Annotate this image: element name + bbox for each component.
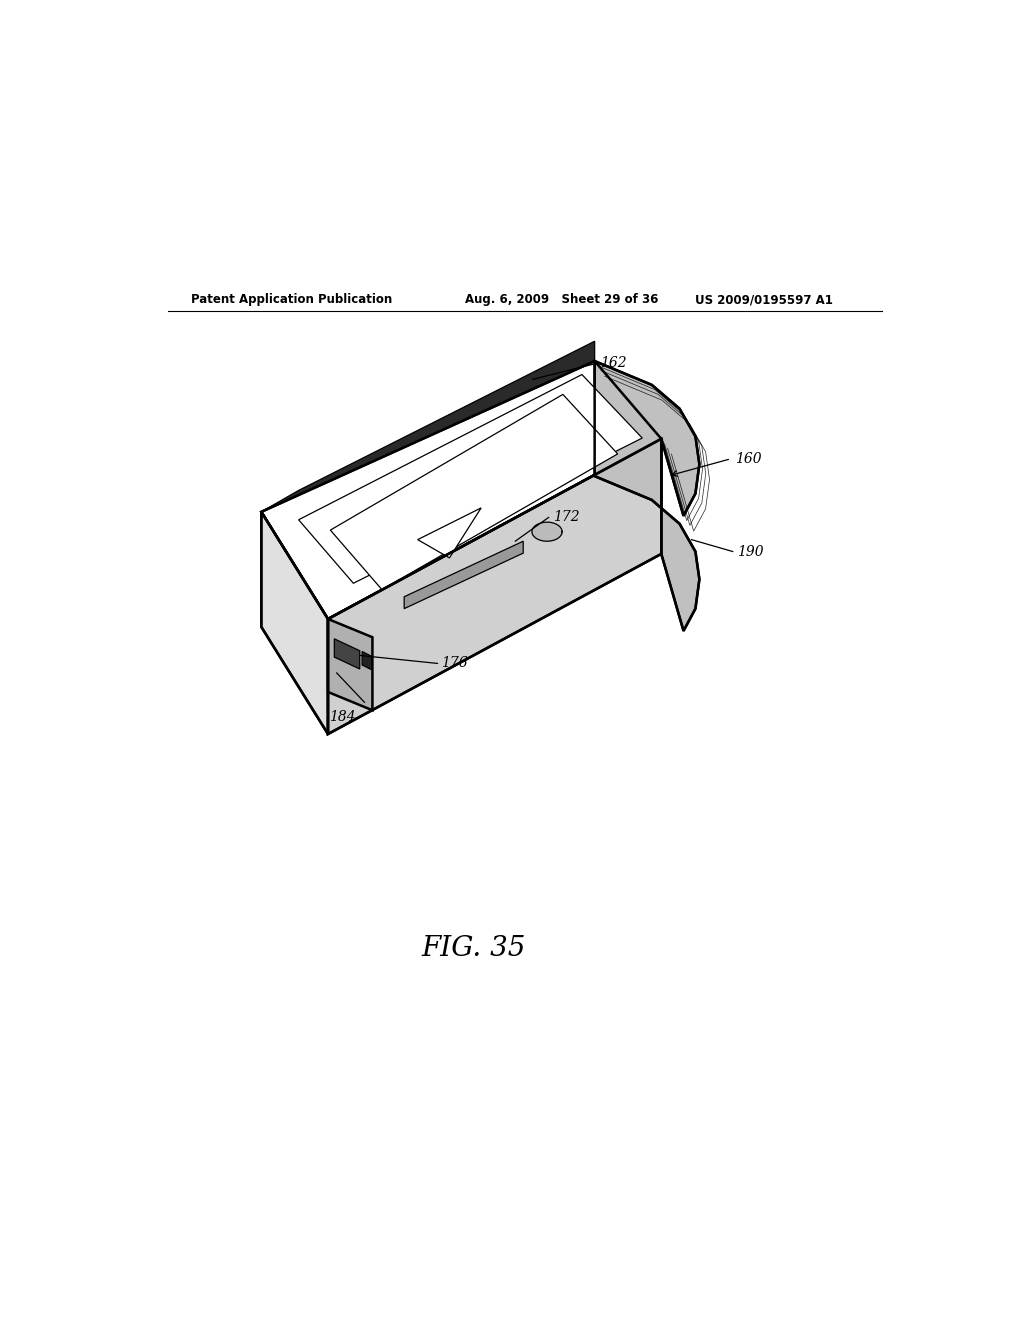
Polygon shape	[328, 619, 373, 710]
Polygon shape	[418, 508, 481, 558]
Polygon shape	[299, 375, 642, 583]
Polygon shape	[331, 395, 617, 590]
Polygon shape	[531, 523, 562, 541]
Text: FIG. 35: FIG. 35	[422, 935, 526, 962]
Text: 162: 162	[600, 356, 627, 371]
Polygon shape	[362, 652, 372, 669]
Polygon shape	[404, 541, 523, 609]
Text: 160: 160	[735, 451, 762, 466]
Text: Patent Application Publication: Patent Application Publication	[191, 293, 393, 306]
Polygon shape	[595, 362, 699, 631]
Polygon shape	[261, 512, 328, 734]
Text: Aug. 6, 2009   Sheet 29 of 36: Aug. 6, 2009 Sheet 29 of 36	[465, 293, 658, 306]
Polygon shape	[261, 342, 595, 512]
Polygon shape	[334, 639, 359, 669]
Text: 190: 190	[736, 545, 763, 558]
Text: US 2009/0195597 A1: US 2009/0195597 A1	[695, 293, 834, 306]
Text: 176: 176	[441, 656, 468, 671]
Polygon shape	[328, 438, 662, 734]
Polygon shape	[261, 362, 662, 619]
Text: 184: 184	[329, 710, 355, 723]
Text: 172: 172	[553, 511, 580, 524]
